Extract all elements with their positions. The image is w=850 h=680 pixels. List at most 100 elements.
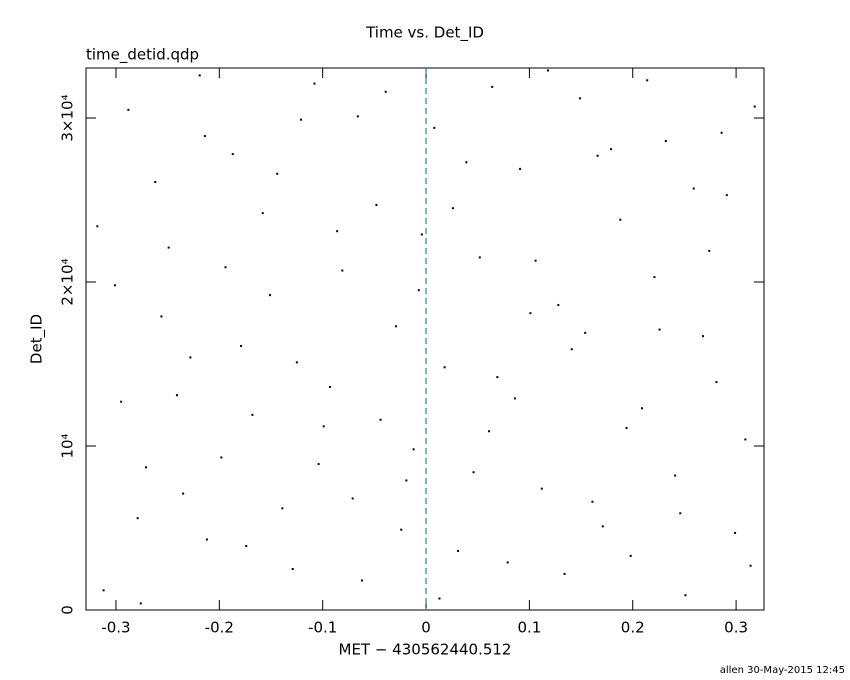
x-tick-label: -0.1 (308, 619, 337, 637)
data-point (182, 492, 185, 495)
data-point (281, 507, 284, 510)
data-point (379, 418, 382, 421)
footer: allen 30-May-2015 12:45 (720, 665, 845, 676)
data-point (295, 361, 298, 364)
x-tick-label: 0.1 (517, 619, 541, 637)
data-point (679, 512, 682, 515)
data-point (268, 294, 271, 297)
y-tick-label: 2×10⁴ (59, 258, 77, 305)
data-point (276, 172, 279, 175)
data-point (102, 589, 105, 592)
x-tick-label: -0.3 (101, 619, 130, 637)
data-point (261, 212, 264, 215)
data-point (336, 230, 339, 233)
data-point (570, 348, 573, 351)
data-point (251, 413, 254, 416)
data-point (203, 135, 206, 138)
chart-subtitle: time_detid.qdp (86, 46, 199, 65)
data-point (395, 325, 398, 328)
data-point (154, 180, 157, 183)
data-point (684, 594, 687, 597)
data-point (692, 187, 695, 190)
data-point (584, 331, 587, 334)
x-tick-label: 0.3 (724, 619, 748, 637)
data-point (557, 303, 560, 306)
data-point (708, 249, 711, 252)
x-tick-label: -0.2 (205, 619, 234, 637)
data-point (313, 82, 316, 85)
data-point (725, 194, 728, 197)
data-point (189, 356, 192, 359)
data-point (139, 602, 142, 605)
data-point (674, 474, 677, 477)
data-point (601, 525, 604, 528)
data-point (629, 554, 632, 557)
data-point (136, 517, 139, 520)
data-point (563, 572, 566, 575)
data-point (546, 69, 549, 72)
data-point (240, 344, 243, 347)
data-point (749, 564, 752, 567)
data-point (144, 466, 147, 469)
data-point (351, 497, 354, 500)
y-axis-label: Det_ID (28, 314, 47, 364)
data-point (451, 207, 454, 210)
x-axis-label: MET − 430562440.512 (339, 641, 512, 659)
data-point (465, 161, 468, 164)
data-point (506, 561, 509, 564)
data-point (653, 276, 656, 279)
data-point (753, 105, 756, 108)
data-point (405, 479, 408, 482)
data-point (433, 126, 436, 129)
data-point (322, 425, 325, 428)
data-point (160, 315, 163, 318)
data-point (175, 394, 178, 397)
data-point (664, 139, 667, 142)
data-point (400, 528, 403, 531)
data-point (127, 108, 130, 111)
data-point (491, 85, 494, 88)
data-point (420, 233, 423, 236)
data-point (513, 397, 516, 400)
y-tick-label: 3×10⁴ (59, 94, 77, 141)
data-point (417, 289, 420, 292)
data-point (96, 225, 99, 228)
chart-title: Time vs. Det_ID (365, 24, 484, 43)
data-point (641, 407, 644, 410)
data-point (702, 335, 705, 338)
data-point (341, 269, 344, 272)
data-point (478, 256, 481, 259)
y-tick-label: 0 (59, 605, 77, 615)
data-point (744, 438, 747, 441)
data-point (317, 463, 320, 466)
data-point (734, 531, 737, 534)
data-point (720, 131, 723, 134)
data-point (534, 259, 537, 262)
data-point (220, 456, 223, 459)
data-point (658, 328, 661, 331)
data-point (438, 597, 441, 600)
y-tick-label: 10⁴ (59, 433, 77, 458)
data-point (245, 545, 248, 548)
data-point (328, 385, 331, 388)
x-tick-label: 0 (421, 619, 431, 637)
data-point (496, 376, 499, 379)
data-point (610, 148, 613, 151)
data-point (596, 154, 599, 157)
data-point (167, 246, 170, 249)
data-point (529, 312, 532, 315)
data-point (715, 381, 718, 384)
data-point (291, 568, 294, 571)
data-point (412, 448, 415, 451)
data-point (113, 284, 116, 287)
data-point (619, 218, 622, 221)
data-point (472, 471, 475, 474)
data-point (299, 118, 302, 121)
data-point (443, 366, 446, 369)
data-point (646, 79, 649, 82)
data-point (579, 97, 582, 100)
x-tick-label: 0.2 (621, 619, 645, 637)
data-point (625, 426, 628, 429)
data-point (231, 153, 234, 156)
